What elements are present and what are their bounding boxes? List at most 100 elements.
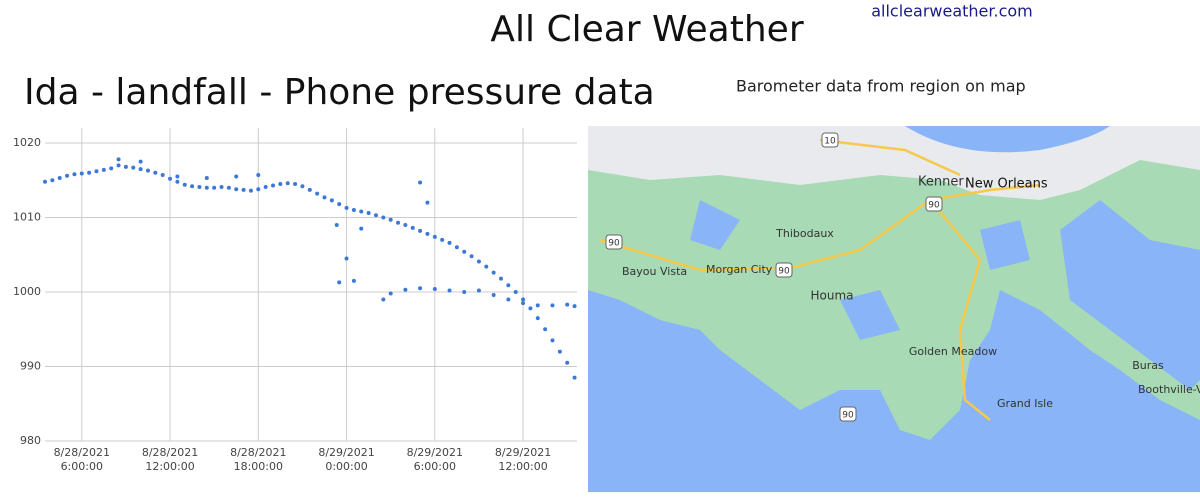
data-point: [285, 181, 290, 186]
data-point: [116, 157, 121, 162]
plot-area: [45, 128, 577, 441]
data-point: [432, 234, 437, 239]
x-tick-label: 8/29/2021 0:00:00: [318, 446, 374, 473]
data-point: [565, 360, 570, 365]
data-point: [396, 220, 401, 225]
data-point: [425, 231, 430, 236]
data-point: [79, 171, 84, 176]
data-point: [528, 306, 533, 311]
data-point: [506, 297, 511, 302]
highway-shield: [605, 234, 623, 250]
highway-number: 90: [778, 267, 790, 277]
data-point: [491, 270, 496, 275]
data-point: [182, 182, 187, 187]
data-point: [145, 168, 150, 173]
data-point: [565, 302, 570, 307]
data-point: [366, 211, 371, 216]
data-point: [329, 198, 334, 203]
data-point: [447, 240, 452, 245]
data-point: [234, 187, 239, 192]
map-caption: Barometer data from region on map: [736, 77, 1026, 96]
y-tick-label: 980: [20, 434, 41, 447]
data-point: [256, 173, 261, 178]
map-label: Thibodaux: [775, 227, 834, 240]
data-point: [521, 301, 526, 306]
data-point: [94, 169, 99, 174]
data-point: [535, 316, 540, 321]
x-tick-label: 8/29/2021 12:00:00: [495, 446, 551, 473]
data-point: [241, 187, 246, 192]
data-point: [432, 287, 437, 292]
map[interactable]: Kenner New Orleans Thibodaux Bayou Vista Mor…: [588, 126, 1200, 492]
site-title: All Clear Weather: [490, 9, 803, 50]
data-point: [190, 184, 195, 189]
data-point: [109, 166, 114, 171]
map-label: Grand Isle: [997, 397, 1053, 410]
data-point: [337, 280, 342, 285]
data-point: [226, 185, 231, 190]
map-label: New Orleans: [965, 177, 1048, 192]
data-point: [521, 297, 526, 302]
y-tick-label: 990: [20, 360, 41, 373]
data-point: [50, 178, 55, 183]
roads: [599, 138, 1041, 421]
data-point: [204, 176, 209, 181]
data-point: [160, 173, 165, 178]
data-point: [123, 164, 128, 169]
data-point: [447, 288, 452, 293]
data-point: [572, 375, 577, 380]
data-point: [271, 183, 275, 188]
data-point: [197, 184, 202, 189]
data-point: [344, 256, 349, 261]
data-point: [359, 226, 364, 231]
data-point: [410, 225, 415, 230]
data-point: [388, 217, 393, 222]
chart-subtitle: Ida - landfall - Phone pressure data: [24, 72, 655, 113]
data-point: [131, 165, 136, 170]
data-point: [315, 191, 320, 196]
data-point: [535, 303, 540, 308]
data-point: [204, 185, 209, 190]
data-point: [256, 187, 261, 192]
data-point: [212, 185, 217, 190]
data-point: [550, 303, 555, 308]
data-point: [418, 228, 423, 233]
site-link[interactable]: allclearweather.com: [871, 2, 1033, 21]
map-label: Buras: [1132, 359, 1164, 372]
data-point: [484, 264, 489, 269]
data-point: [476, 259, 481, 264]
highway-shield: [775, 262, 793, 278]
data-point: [403, 287, 408, 292]
data-point: [293, 181, 298, 186]
data-point: [491, 292, 496, 297]
data-point: [359, 209, 364, 214]
data-point: [543, 327, 548, 332]
x-tick-label: 8/28/2021 18:00:00: [230, 446, 286, 473]
data-point: [72, 172, 77, 177]
data-point: [462, 249, 467, 254]
data-point: [219, 184, 224, 189]
map-label: Houma: [810, 289, 853, 303]
highway-shield: [821, 132, 839, 148]
data-point: [116, 163, 121, 168]
data-point: [43, 179, 47, 184]
data-point: [403, 222, 408, 227]
data-point: [334, 222, 339, 227]
lakes: [690, 200, 1030, 340]
data-point: [351, 208, 356, 213]
data-point: [454, 245, 459, 250]
y-tick-label: 1010: [13, 211, 41, 224]
map-label: Kenner: [918, 175, 964, 190]
x-tick-label: 8/28/2021 12:00:00: [142, 446, 198, 473]
highway-number: 90: [928, 201, 940, 211]
data-point: [175, 174, 180, 179]
highway-number: 90: [608, 239, 620, 249]
data-point: [263, 184, 268, 189]
highway-shield: [925, 196, 943, 212]
data-point: [557, 349, 562, 354]
data-point: [87, 170, 92, 175]
data-point: [499, 276, 503, 281]
data-point: [476, 288, 481, 293]
